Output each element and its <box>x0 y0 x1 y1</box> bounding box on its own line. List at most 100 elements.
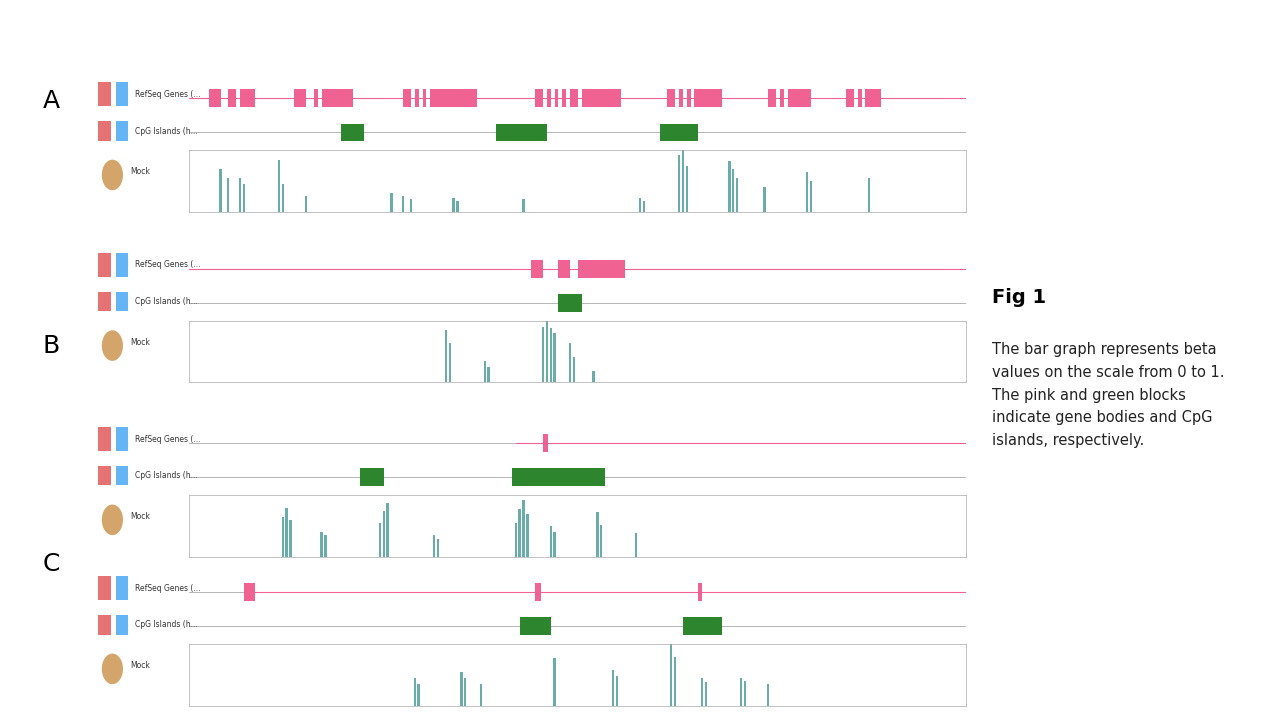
Bar <box>99 292 110 311</box>
Bar <box>484 361 486 382</box>
Text: CpG Islands (h...: CpG Islands (h... <box>136 297 198 306</box>
Text: RefSeq Genes (...: RefSeq Genes (... <box>136 584 201 593</box>
Bar <box>321 89 352 107</box>
Bar <box>558 294 582 312</box>
Bar <box>436 539 439 557</box>
Bar <box>549 328 552 382</box>
Bar <box>515 523 517 557</box>
Bar <box>736 178 739 212</box>
Bar <box>522 199 525 212</box>
Bar <box>686 166 687 212</box>
Ellipse shape <box>102 654 123 684</box>
Bar <box>810 181 813 212</box>
Bar <box>695 89 722 107</box>
Bar <box>285 508 288 557</box>
Bar <box>99 616 110 634</box>
Bar <box>116 576 128 600</box>
Bar <box>667 89 675 107</box>
Bar <box>452 198 454 212</box>
Bar <box>294 89 306 107</box>
Bar <box>780 89 783 107</box>
Bar <box>320 532 323 557</box>
Bar <box>488 367 490 382</box>
Bar <box>340 124 365 141</box>
Bar <box>545 321 548 382</box>
Text: The bar graph represents beta
values on the scale from 0 to 1.
The pink and gree: The bar graph represents beta values on … <box>992 342 1225 448</box>
Bar <box>219 169 221 212</box>
Bar <box>768 89 776 107</box>
Bar <box>562 89 566 107</box>
Bar <box>570 89 579 107</box>
Bar <box>522 500 525 557</box>
Bar <box>324 535 326 557</box>
Bar <box>99 576 110 600</box>
Text: A: A <box>42 89 60 113</box>
Text: B: B <box>42 334 60 358</box>
Bar <box>541 328 544 382</box>
Text: Mock: Mock <box>131 167 150 176</box>
Bar <box>116 292 128 311</box>
Bar <box>497 124 547 141</box>
Bar <box>677 155 680 212</box>
Bar <box>616 676 618 706</box>
Text: Fig 1: Fig 1 <box>992 288 1046 307</box>
Bar <box>314 89 317 107</box>
Bar <box>282 184 284 212</box>
Bar <box>116 616 128 634</box>
Bar <box>433 535 435 557</box>
Bar <box>430 89 477 107</box>
Bar <box>457 201 458 212</box>
Bar <box>99 82 110 107</box>
Bar <box>99 467 110 485</box>
Text: C: C <box>42 552 60 576</box>
Bar <box>846 89 854 107</box>
Bar <box>278 160 280 212</box>
Ellipse shape <box>102 160 123 190</box>
Bar <box>553 658 556 706</box>
Bar <box>570 343 571 382</box>
Bar <box>518 509 521 557</box>
Bar <box>239 89 256 107</box>
Text: RefSeq Genes (...: RefSeq Genes (... <box>136 90 201 99</box>
Bar <box>512 469 605 486</box>
Bar <box>682 150 684 212</box>
Bar <box>639 198 641 212</box>
Bar <box>116 427 128 451</box>
Bar <box>669 644 672 706</box>
Bar <box>99 427 110 451</box>
Bar <box>682 618 722 635</box>
Bar <box>465 678 466 706</box>
Bar <box>116 253 128 277</box>
Bar <box>740 678 742 706</box>
Bar <box>865 89 881 107</box>
Bar <box>535 583 540 601</box>
Bar <box>699 583 703 601</box>
Bar <box>448 343 451 382</box>
Text: RefSeq Genes (...: RefSeq Genes (... <box>136 435 201 444</box>
Bar <box>383 510 385 557</box>
Ellipse shape <box>102 330 123 361</box>
Bar <box>787 89 812 107</box>
Bar <box>417 684 420 706</box>
Bar <box>99 122 110 140</box>
Bar <box>554 89 558 107</box>
Bar <box>643 201 645 212</box>
Bar <box>579 260 625 278</box>
Bar <box>444 330 447 382</box>
Bar <box>402 197 404 212</box>
Bar <box>573 356 575 382</box>
Bar <box>728 161 731 212</box>
Bar <box>116 82 128 107</box>
Bar <box>99 253 110 277</box>
Bar <box>806 172 808 212</box>
Bar <box>558 260 570 278</box>
Bar <box>600 525 603 557</box>
Text: RefSeq Genes (...: RefSeq Genes (... <box>136 261 201 269</box>
Bar <box>553 333 556 382</box>
Ellipse shape <box>102 505 123 535</box>
Text: Mock: Mock <box>131 662 150 670</box>
Bar <box>659 124 699 141</box>
Bar <box>858 89 861 107</box>
Text: CpG Islands (h...: CpG Islands (h... <box>136 127 198 135</box>
Text: CpG Islands (h...: CpG Islands (h... <box>136 472 198 480</box>
